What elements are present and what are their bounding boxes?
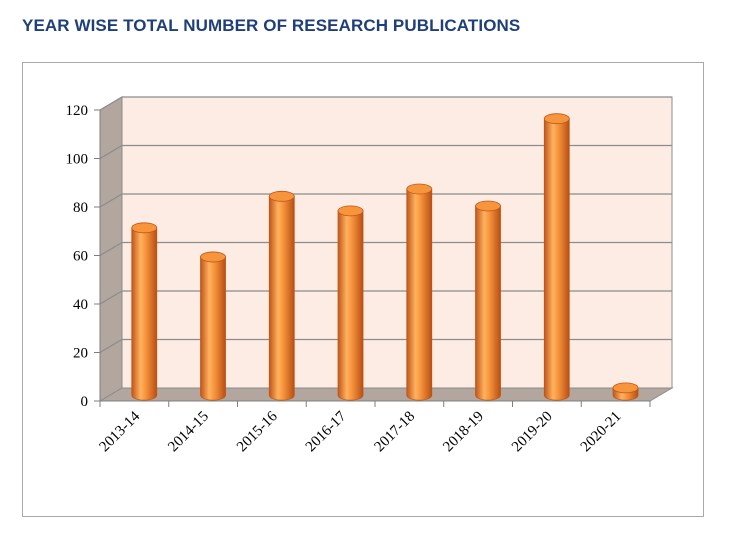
gridline bbox=[99, 193, 672, 208]
bar-body bbox=[475, 205, 501, 401]
bar-top bbox=[337, 205, 364, 217]
x-tick-label: 2020-21 bbox=[578, 409, 625, 456]
bar bbox=[337, 205, 364, 401]
bar bbox=[406, 183, 433, 401]
bar-top bbox=[268, 190, 295, 202]
x-tick-label: 2014-15 bbox=[165, 409, 212, 456]
bar-body bbox=[200, 256, 226, 401]
x-tick-label: 2018-19 bbox=[440, 409, 487, 456]
bar-body bbox=[337, 210, 364, 401]
y-axis-tick-labels: 0 20 40 60 80 100 120 bbox=[66, 103, 89, 410]
bar bbox=[268, 190, 295, 401]
bar bbox=[475, 200, 501, 401]
y-tick-label: 40 bbox=[73, 297, 88, 313]
bar bbox=[612, 382, 639, 401]
gridline bbox=[99, 96, 672, 111]
bar-top bbox=[612, 382, 639, 394]
bar bbox=[543, 113, 570, 401]
bar-body bbox=[406, 188, 433, 401]
floor bbox=[98, 387, 674, 402]
bar-top bbox=[475, 200, 501, 212]
y-tick-label: 20 bbox=[73, 346, 88, 362]
bar-top bbox=[200, 251, 226, 263]
x-axis-tick-labels: 2013-14 2014-15 2015-16 2016-17 2017-18 2018-… bbox=[97, 408, 625, 455]
bar-body bbox=[268, 195, 295, 401]
y-tick-label: 100 bbox=[66, 152, 89, 168]
bar-body bbox=[543, 118, 570, 401]
bar bbox=[131, 222, 158, 401]
chart-container: 0 20 40 60 80 100 120 2013-14 2014-15 2015-16 201… bbox=[22, 62, 704, 517]
y-tick-label: 60 bbox=[73, 249, 88, 265]
x-tick-label: 2015-16 bbox=[234, 408, 281, 455]
bars bbox=[131, 113, 639, 401]
x-tick-label: 2016-17 bbox=[303, 408, 350, 455]
x-tick-label: 2013-14 bbox=[97, 408, 144, 455]
page-title: YEAR WISE TOTAL NUMBER OF RESEARCH PUBLI… bbox=[22, 16, 521, 35]
bar-top bbox=[406, 183, 433, 195]
gridline bbox=[99, 144, 672, 160]
bar bbox=[200, 251, 226, 401]
axes bbox=[94, 109, 651, 407]
y-tick-label: 0 bbox=[81, 394, 89, 410]
y-tick-label: 120 bbox=[66, 103, 89, 119]
bar-body bbox=[131, 227, 158, 401]
x-tick-label: 2019-20 bbox=[509, 409, 556, 456]
bar-top bbox=[131, 222, 158, 234]
y-tick-label: 80 bbox=[73, 200, 88, 216]
bar-top bbox=[543, 113, 570, 125]
chart-walls bbox=[98, 96, 674, 402]
x-tick-label: 2017-18 bbox=[372, 409, 419, 456]
